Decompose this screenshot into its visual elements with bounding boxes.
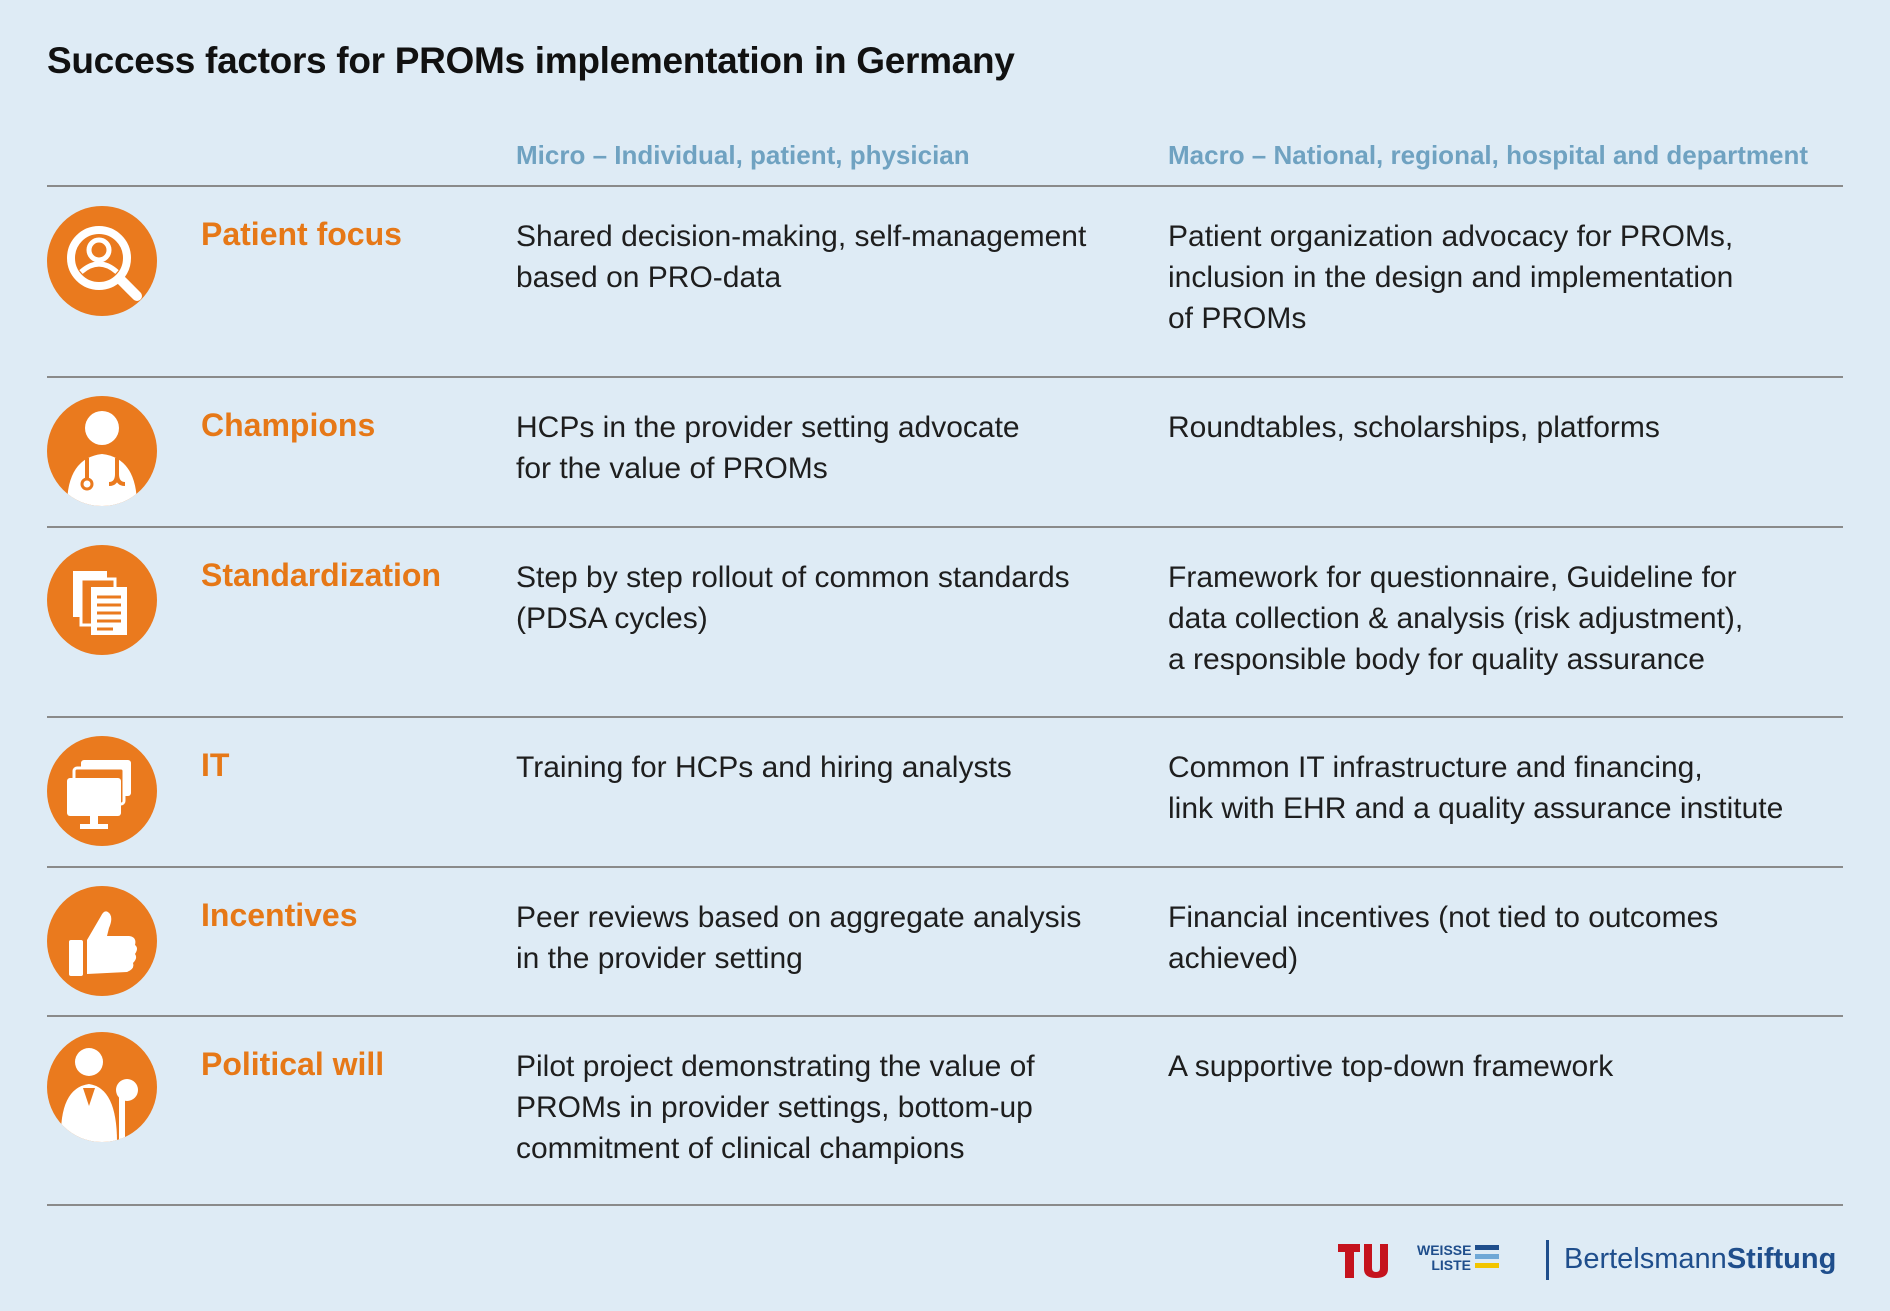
- table-row: IT Training for HCPs and hiring analysts…: [0, 717, 1890, 866]
- macro-cell: Common IT infrastructure and financing, …: [1168, 751, 1784, 825]
- table-row: Patient focus Shared decision-making, se…: [0, 186, 1890, 376]
- factor-label: Political will: [201, 1046, 385, 1082]
- micro-cell: Training for HCPs and hiring analysts: [516, 751, 1012, 784]
- divider: [47, 526, 1843, 528]
- factor-label: Champions: [201, 407, 376, 443]
- factor-label: Incentives: [201, 897, 358, 933]
- politician-icon: [47, 1032, 157, 1142]
- factor-label: Standardization: [201, 557, 442, 593]
- patient-search-icon: [47, 206, 157, 316]
- micro-cell: HCPs in the provider setting advocate fo…: [516, 411, 1020, 485]
- page-title: Success factors for PROMs implementation…: [47, 40, 1015, 81]
- tu-berlin-logo: [1338, 1240, 1390, 1280]
- table-row: Incentives Peer reviews based on aggrega…: [0, 867, 1890, 1015]
- documents-icon: [47, 545, 157, 655]
- micro-cell: Shared decision-making, self-management …: [516, 220, 1087, 294]
- bertelsmann-stiftung-logo: BertelsmannStiftung: [1546, 1240, 1846, 1280]
- micro-cell: Peer reviews based on aggregate analysis…: [516, 901, 1082, 975]
- weisse-liste-logo: WEISSE LISTE: [1417, 1240, 1503, 1280]
- factor-label: IT: [201, 747, 230, 783]
- macro-cell: Patient organization advocacy for PROMs,…: [1168, 220, 1734, 335]
- divider: [47, 866, 1843, 868]
- micro-cell: Step by step rollout of common standards…: [516, 561, 1070, 635]
- divider: [47, 1015, 1843, 1017]
- table-row: Champions HCPs in the provider setting a…: [0, 377, 1890, 526]
- macro-cell: Framework for questionnaire, Guideline f…: [1168, 561, 1744, 676]
- macro-cell: Financial incentives (not tied to outcom…: [1168, 901, 1719, 975]
- divider: [47, 376, 1843, 378]
- micro-cell: Pilot project demonstrating the value of…: [516, 1050, 1035, 1165]
- column-header-macro: Macro – National, regional, hospital and…: [1168, 140, 1808, 170]
- computers-icon: [47, 736, 157, 846]
- column-header-micro: Micro – Individual, patient, physician: [516, 140, 970, 170]
- divider: [47, 185, 1843, 187]
- factor-label: Patient focus: [201, 216, 402, 252]
- thumbs-up-icon: [47, 886, 157, 996]
- macro-cell: A supportive top-down framework: [1168, 1050, 1614, 1083]
- table-row: Political will Pilot project demonstrati…: [0, 1016, 1890, 1204]
- doctor-icon: [47, 396, 157, 506]
- table-row: Standardization Step by step rollout of …: [0, 527, 1890, 716]
- divider: [47, 716, 1843, 718]
- divider: [47, 1204, 1843, 1206]
- macro-cell: Roundtables, scholarships, platforms: [1168, 411, 1660, 444]
